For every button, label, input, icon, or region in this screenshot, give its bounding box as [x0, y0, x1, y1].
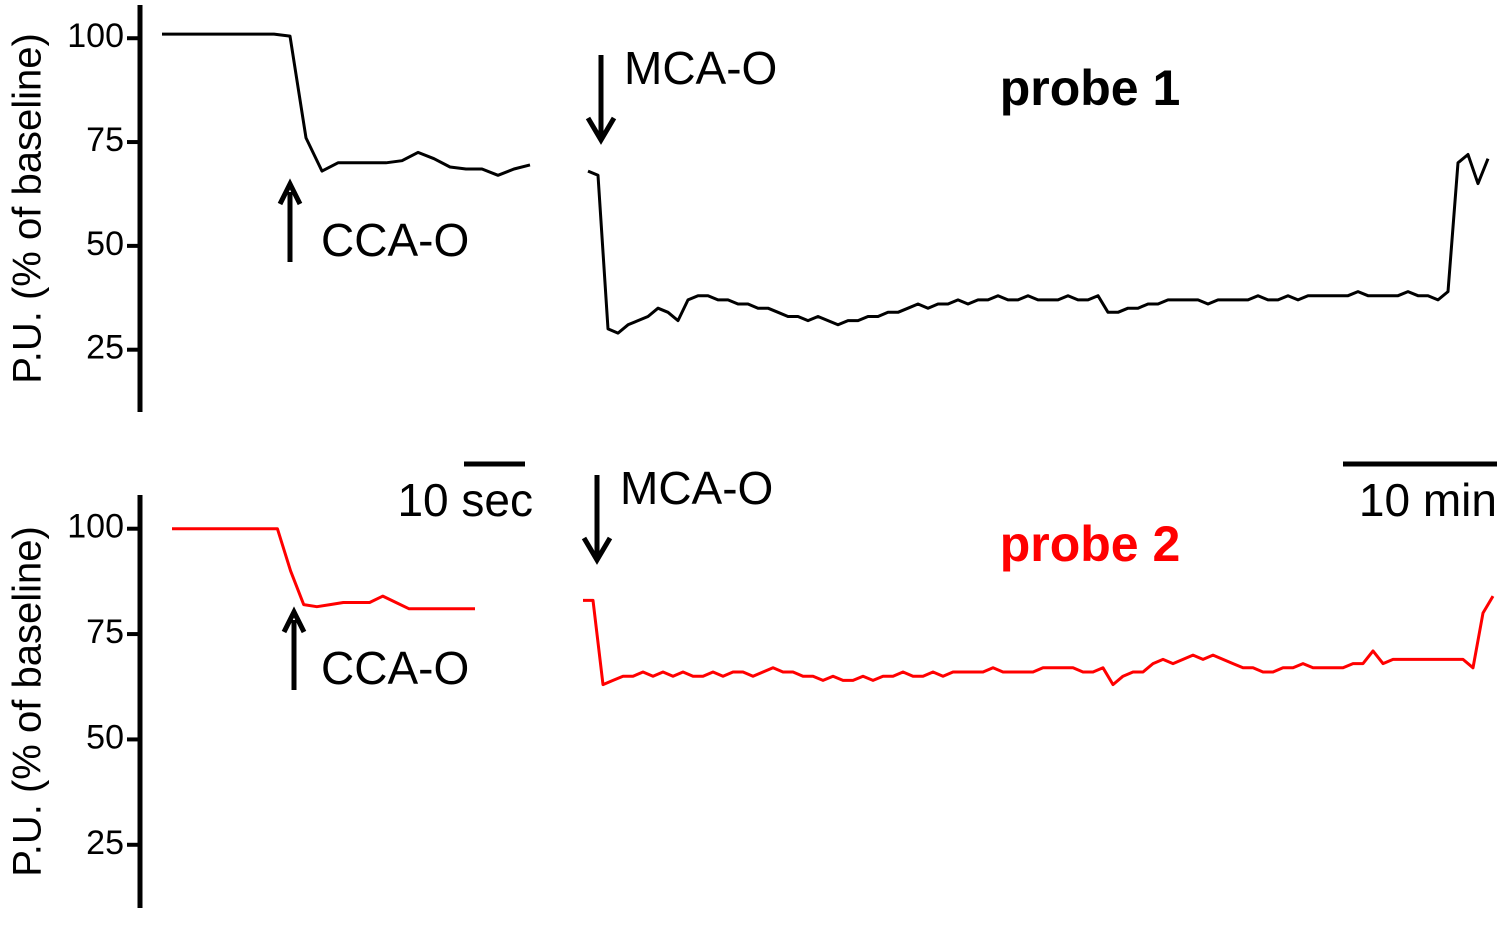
trace [162, 32, 531, 177]
trace [587, 153, 1490, 335]
cca-arrowhead-2 [281, 606, 307, 634]
y-axis-label: P.U. (% of baseline) [6, 526, 50, 877]
mca-arrowhead-2 [581, 536, 613, 565]
y-tick-label: 25 [86, 329, 124, 367]
annotation: MCA-O [620, 462, 773, 514]
trace [583, 595, 1495, 687]
scale-label: 10 min [1359, 474, 1497, 526]
annotation: CCA-O [321, 642, 469, 694]
annotation: CCA-O [321, 214, 469, 266]
arrows [277, 55, 1497, 690]
y-tick-label: 50 [86, 718, 124, 756]
mca-arrowhead-1 [585, 116, 617, 145]
y-tick-label: 25 [86, 824, 124, 862]
annotation: MCA-O [624, 42, 777, 94]
trace [172, 527, 475, 611]
y-axis-label: P.U. (% of baseline) [6, 33, 50, 384]
y-tick-label: 50 [86, 225, 124, 263]
probe-label: probe 2 [1000, 516, 1181, 572]
y-tick-label: 75 [86, 121, 124, 159]
probe-label: probe 1 [1000, 60, 1181, 116]
scale-label: 10 sec [397, 474, 533, 526]
y-tick-label: 75 [86, 613, 124, 651]
y-tick-label: 100 [67, 17, 124, 55]
cca-arrowhead-1 [277, 178, 303, 206]
y-tick-label: 100 [67, 508, 124, 546]
